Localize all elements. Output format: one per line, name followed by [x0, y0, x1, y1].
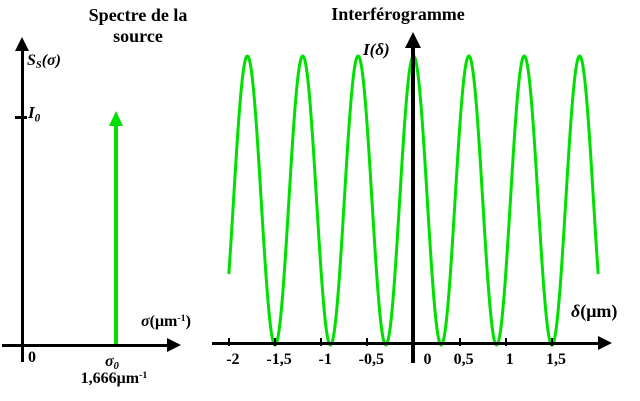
interferogram-y-axis-label: I(δ) [363, 40, 390, 59]
interferogram-x-tick-label: 0 [423, 351, 432, 368]
interferogram-x-tick [366, 338, 369, 346]
xlabel-sup: -1 [177, 313, 186, 325]
spectrum-i0-tick [15, 116, 27, 119]
xlabel-sigma: σ [141, 313, 150, 330]
interferogram-x-tick [550, 338, 553, 346]
interferogram-x-tick-label: -1,5 [266, 351, 292, 368]
interferogram-x-tick [458, 338, 461, 346]
spectrum-title: Spectre de la source [88, 5, 188, 46]
spectrum-i0-label: I0 [28, 103, 41, 125]
sigma0-sym: σ [105, 353, 114, 370]
ylabel-main: S [27, 52, 36, 69]
interferogram-x-tick-label: -0,5 [358, 351, 385, 368]
sigma0-value-pre: 1,666μm [80, 370, 140, 387]
xlabel-unit: (μm) [580, 301, 618, 321]
spectrum-y-axis-label: SS(σ) [27, 52, 61, 72]
ylabel-arg: (σ) [41, 52, 61, 69]
interferogram-x-axis-label: δ(μm) [571, 301, 618, 322]
sigma0-sub: 0 [113, 361, 119, 373]
spectrum-x-axis [2, 344, 168, 347]
interferogram-x-tick-label: -1 [318, 351, 332, 368]
xlabel-delta: δ [571, 301, 581, 321]
spectrum-sigma0-label: σ0 [105, 353, 119, 373]
interferogram-x-tick-label: 0,5 [453, 351, 474, 368]
interferogram-x-tick [320, 338, 323, 346]
interferogram-x-tick-label: -2 [226, 351, 240, 368]
i0-main: I [28, 103, 35, 122]
interferogram-x-axis [212, 342, 602, 345]
ylabel-sub: S [35, 60, 42, 72]
spectrum-x-axis-label: σ(μm-1) [141, 313, 191, 331]
interferogram-x-tick [274, 338, 277, 346]
spectrum-impulse-arrowhead [109, 111, 123, 126]
sigma0-value-sup: -1 [139, 370, 148, 382]
spectrum-x-axis-arrowhead [167, 338, 181, 352]
interferogram-x-tick [504, 338, 507, 346]
xlabel-post: ) [185, 313, 191, 330]
interferogram-title: Interférogramme [331, 4, 465, 24]
interferogram-x-tick [227, 338, 230, 346]
interferogram-x-axis-arrowhead [598, 336, 612, 350]
interferogram-y-axis [411, 46, 415, 363]
i0-sub: 0 [34, 112, 41, 125]
spectrum-impulse-line [114, 126, 118, 344]
spectrum-y-axis [21, 48, 24, 362]
spectrum-sigma0-value: 1,666μm-1 [66, 370, 162, 388]
spectrum-y-axis-arrowhead [15, 37, 29, 51]
xlabel-pre: (μm [149, 313, 178, 330]
interferogram-x-tick-label: 1 [505, 351, 514, 368]
interferogram-y-axis-arrowhead [405, 32, 421, 48]
interferogram-x-tick-label: 1,5 [545, 351, 566, 368]
spectrum-origin-label: 0 [28, 349, 36, 366]
